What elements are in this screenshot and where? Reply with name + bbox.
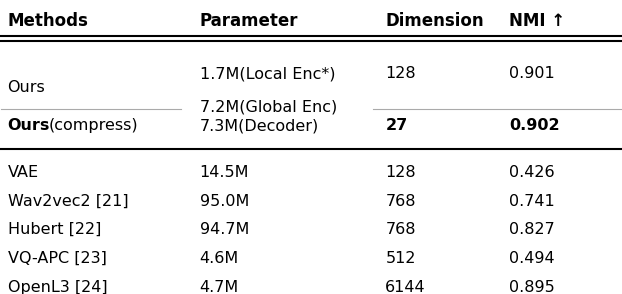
Text: 7.2M(Global Enc): 7.2M(Global Enc) — [200, 99, 337, 114]
Text: 128: 128 — [385, 165, 416, 180]
Text: 27: 27 — [385, 118, 407, 133]
Text: Hubert [22]: Hubert [22] — [7, 222, 101, 237]
Text: 0.827: 0.827 — [509, 222, 555, 237]
Text: (compress): (compress) — [49, 118, 138, 133]
Text: 0.426: 0.426 — [509, 165, 555, 180]
Text: 0.901: 0.901 — [509, 66, 555, 81]
Text: 7.3M(Decoder): 7.3M(Decoder) — [200, 118, 319, 133]
Text: 94.7M: 94.7M — [200, 222, 249, 237]
Text: 95.0M: 95.0M — [200, 193, 249, 208]
Text: Ours: Ours — [7, 80, 45, 95]
Text: 128: 128 — [385, 66, 416, 81]
Text: Dimension: Dimension — [385, 11, 484, 29]
Text: Parameter: Parameter — [200, 11, 298, 29]
Text: OpenL3 [24]: OpenL3 [24] — [7, 280, 107, 294]
Text: 6144: 6144 — [385, 280, 426, 294]
Text: VAE: VAE — [7, 165, 39, 180]
Text: 14.5M: 14.5M — [200, 165, 249, 180]
Text: 768: 768 — [385, 193, 415, 208]
Text: NMI ↑: NMI ↑ — [509, 11, 565, 29]
Text: Ours: Ours — [7, 118, 50, 133]
Text: Wav2vec2 [21]: Wav2vec2 [21] — [7, 193, 128, 208]
Text: 512: 512 — [385, 251, 415, 266]
Text: 0.741: 0.741 — [509, 193, 555, 208]
Text: 0.895: 0.895 — [509, 280, 555, 294]
Text: 1.7M(Local Enc*): 1.7M(Local Enc*) — [200, 66, 335, 81]
Text: Methods: Methods — [7, 11, 88, 29]
Text: VQ-APC [23]: VQ-APC [23] — [7, 251, 106, 266]
Text: 0.902: 0.902 — [509, 118, 560, 133]
Text: 0.494: 0.494 — [509, 251, 555, 266]
Text: 4.6M: 4.6M — [200, 251, 239, 266]
Text: 4.7M: 4.7M — [200, 280, 239, 294]
Text: 768: 768 — [385, 222, 415, 237]
